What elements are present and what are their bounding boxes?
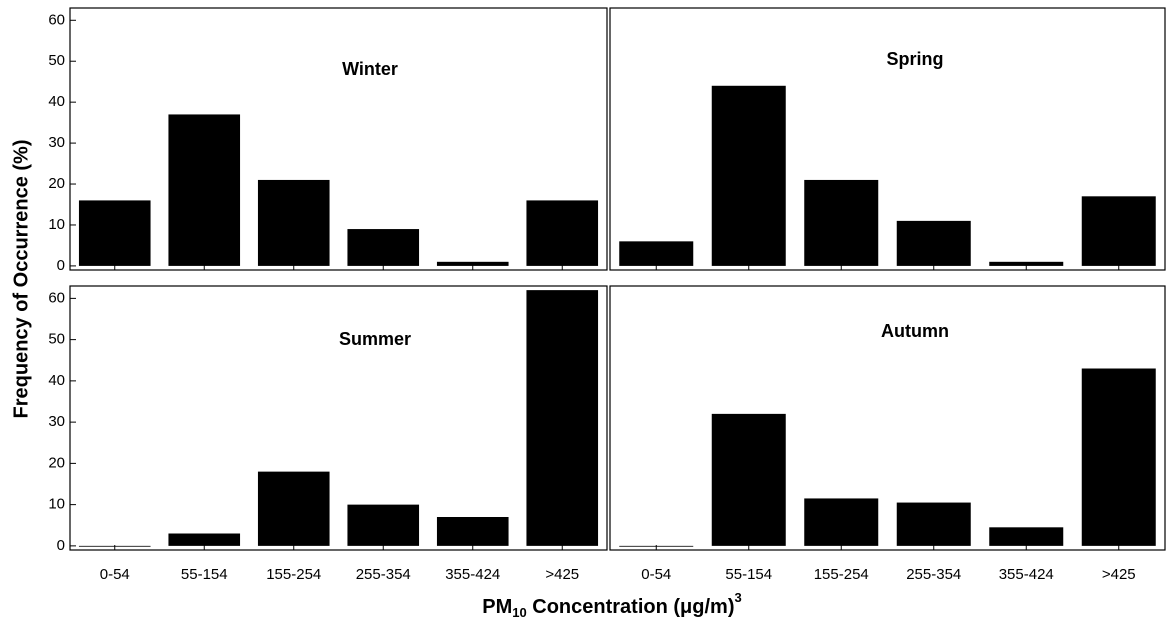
y-tick-label: 20 bbox=[48, 175, 65, 192]
panel-title: Spring bbox=[887, 49, 944, 69]
x-tick-label: 55-154 bbox=[725, 566, 772, 583]
y-tick-label: 40 bbox=[48, 372, 65, 389]
bar bbox=[436, 261, 509, 266]
y-tick-label: 30 bbox=[48, 413, 65, 430]
y-tick-label: 50 bbox=[48, 52, 65, 69]
x-tick-label: >425 bbox=[545, 566, 579, 583]
x-label-sub: 10 bbox=[512, 605, 526, 620]
bar bbox=[257, 471, 330, 546]
bar bbox=[804, 498, 879, 546]
x-tick-label: 55-154 bbox=[181, 566, 228, 583]
x-label-rest: Concentration (μg/m) bbox=[527, 596, 735, 618]
x-tick-label: 355-424 bbox=[999, 566, 1054, 583]
panel-frame bbox=[69, 7, 608, 271]
x-tick-label: >425 bbox=[1102, 566, 1136, 583]
panel-title: Winter bbox=[342, 59, 398, 79]
bar bbox=[989, 261, 1064, 266]
bar bbox=[168, 533, 241, 546]
bar bbox=[168, 114, 241, 266]
bar bbox=[347, 229, 420, 266]
x-tick-label: 155-254 bbox=[266, 566, 321, 583]
y-tick-label: 60 bbox=[48, 11, 65, 28]
y-tick-label: 10 bbox=[48, 216, 65, 233]
y-tick-label: 0 bbox=[57, 257, 65, 274]
bar bbox=[619, 241, 694, 266]
bar bbox=[896, 220, 971, 266]
x-tick-label: 355-424 bbox=[445, 566, 500, 583]
panel-title: Autumn bbox=[881, 321, 949, 341]
bar bbox=[896, 502, 971, 546]
y-tick-label: 60 bbox=[48, 289, 65, 306]
bar bbox=[1081, 368, 1156, 546]
y-tick-label: 30 bbox=[48, 134, 65, 151]
x-tick-label: 255-354 bbox=[906, 566, 961, 583]
y-tick-label: 50 bbox=[48, 331, 65, 348]
bar bbox=[526, 290, 599, 546]
bar bbox=[989, 527, 1064, 546]
bar bbox=[436, 517, 509, 546]
x-label-main: PM bbox=[482, 596, 512, 618]
x-tick-label: 0-54 bbox=[100, 566, 130, 583]
y-tick-label: 10 bbox=[48, 496, 65, 513]
x-tick-label: 155-254 bbox=[814, 566, 869, 583]
x-axis-label: PM10 Concentration (μg/m)3 bbox=[482, 590, 742, 620]
bar bbox=[619, 545, 694, 547]
x-tick-label: 255-354 bbox=[356, 566, 411, 583]
y-tick-label: 0 bbox=[57, 537, 65, 554]
bar bbox=[257, 179, 330, 266]
y-tick-label: 40 bbox=[48, 93, 65, 110]
bar bbox=[78, 545, 151, 547]
bar bbox=[711, 413, 786, 546]
panel-frame bbox=[609, 7, 1166, 271]
bar bbox=[711, 85, 786, 266]
bar bbox=[347, 504, 420, 546]
x-tick-label: 0-54 bbox=[641, 566, 671, 583]
bar bbox=[78, 200, 151, 266]
y-axis-label: Frequency of Occurrence (%) bbox=[10, 140, 32, 419]
panel-title: Summer bbox=[339, 329, 411, 349]
bar bbox=[1081, 196, 1156, 266]
panel-frame bbox=[609, 285, 1166, 551]
panel-frame bbox=[69, 285, 608, 551]
x-label-sup: 3 bbox=[735, 590, 742, 605]
y-tick-label: 20 bbox=[48, 454, 65, 471]
bar bbox=[804, 179, 879, 266]
bar bbox=[526, 200, 599, 266]
